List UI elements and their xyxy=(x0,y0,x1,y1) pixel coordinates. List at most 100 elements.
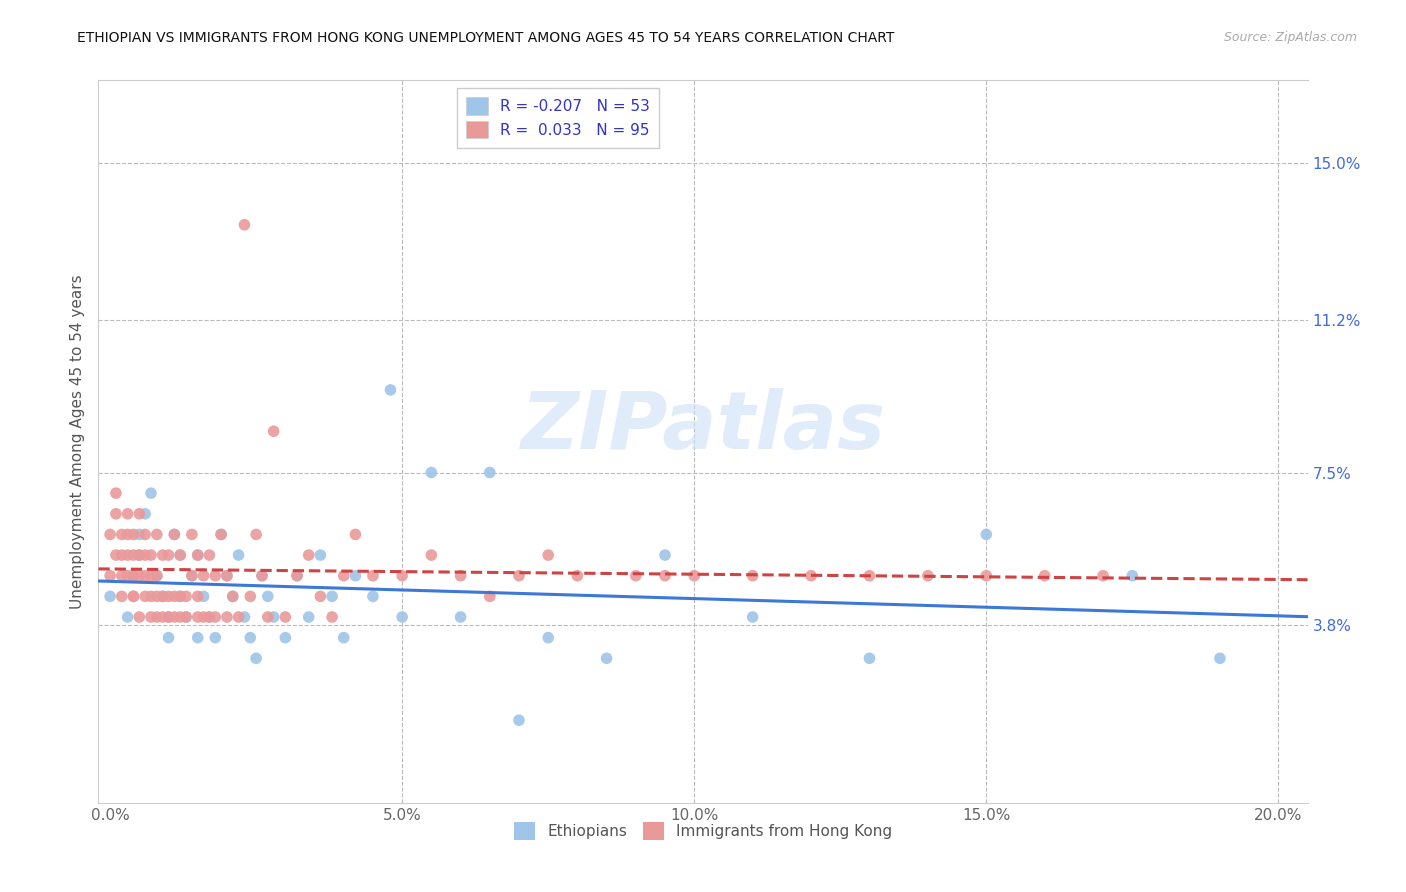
Point xyxy=(245,527,267,541)
Point xyxy=(478,590,501,604)
Point xyxy=(152,590,174,604)
Point xyxy=(157,610,180,624)
Point xyxy=(163,590,186,604)
Point xyxy=(134,590,156,604)
Point xyxy=(122,568,145,582)
Point xyxy=(917,568,939,582)
Point xyxy=(508,568,530,582)
Point xyxy=(239,590,262,604)
Point xyxy=(152,548,174,562)
Point xyxy=(117,548,139,562)
Point xyxy=(169,590,191,604)
Point xyxy=(567,568,589,582)
Point xyxy=(508,713,530,727)
Point xyxy=(233,218,256,232)
Point xyxy=(146,610,169,624)
Point xyxy=(111,568,134,582)
Point xyxy=(256,590,278,604)
Point xyxy=(204,610,226,624)
Point xyxy=(128,507,150,521)
Point xyxy=(228,548,250,562)
Point xyxy=(361,590,384,604)
Point xyxy=(157,610,180,624)
Point xyxy=(654,548,676,562)
Point xyxy=(146,527,169,541)
Point xyxy=(128,548,150,562)
Point xyxy=(122,527,145,541)
Point xyxy=(187,631,209,645)
Point xyxy=(1121,568,1143,582)
Point xyxy=(391,610,413,624)
Point xyxy=(209,527,232,541)
Point xyxy=(198,610,221,624)
Point xyxy=(157,548,180,562)
Point xyxy=(800,568,823,582)
Point xyxy=(117,610,139,624)
Point xyxy=(263,424,285,438)
Point xyxy=(256,610,278,624)
Point xyxy=(391,568,413,582)
Point xyxy=(128,548,150,562)
Point xyxy=(180,568,202,582)
Point xyxy=(344,568,367,582)
Point xyxy=(180,568,202,582)
Point xyxy=(146,568,169,582)
Point xyxy=(683,568,706,582)
Point xyxy=(478,466,501,480)
Point xyxy=(420,548,443,562)
Point xyxy=(111,590,134,604)
Point xyxy=(193,610,215,624)
Point xyxy=(298,610,321,624)
Point xyxy=(139,486,162,500)
Point xyxy=(332,568,354,582)
Point xyxy=(1092,568,1115,582)
Point xyxy=(122,568,145,582)
Point xyxy=(98,590,121,604)
Point xyxy=(285,568,308,582)
Point xyxy=(139,610,162,624)
Point xyxy=(98,527,121,541)
Point xyxy=(111,548,134,562)
Point xyxy=(128,568,150,582)
Point xyxy=(174,610,197,624)
Point xyxy=(450,610,472,624)
Point xyxy=(139,590,162,604)
Point xyxy=(198,548,221,562)
Point xyxy=(104,507,127,521)
Point xyxy=(122,590,145,604)
Point xyxy=(309,590,332,604)
Point xyxy=(974,568,997,582)
Point xyxy=(117,568,139,582)
Point xyxy=(420,466,443,480)
Point xyxy=(163,610,186,624)
Point xyxy=(134,507,156,521)
Point xyxy=(193,568,215,582)
Point xyxy=(117,507,139,521)
Point xyxy=(169,548,191,562)
Point xyxy=(321,590,343,604)
Point xyxy=(204,631,226,645)
Point xyxy=(128,527,150,541)
Point xyxy=(654,568,676,582)
Point xyxy=(139,568,162,582)
Point xyxy=(321,610,343,624)
Point xyxy=(152,610,174,624)
Point xyxy=(215,610,238,624)
Point xyxy=(858,651,880,665)
Point xyxy=(239,631,262,645)
Point xyxy=(263,610,285,624)
Text: Source: ZipAtlas.com: Source: ZipAtlas.com xyxy=(1223,31,1357,45)
Point xyxy=(332,631,354,645)
Point xyxy=(157,631,180,645)
Point xyxy=(209,527,232,541)
Point xyxy=(215,568,238,582)
Point xyxy=(134,548,156,562)
Point xyxy=(104,486,127,500)
Point xyxy=(741,610,763,624)
Point xyxy=(250,568,273,582)
Point xyxy=(187,590,209,604)
Point xyxy=(344,527,367,541)
Point xyxy=(157,590,180,604)
Point xyxy=(122,548,145,562)
Point xyxy=(380,383,402,397)
